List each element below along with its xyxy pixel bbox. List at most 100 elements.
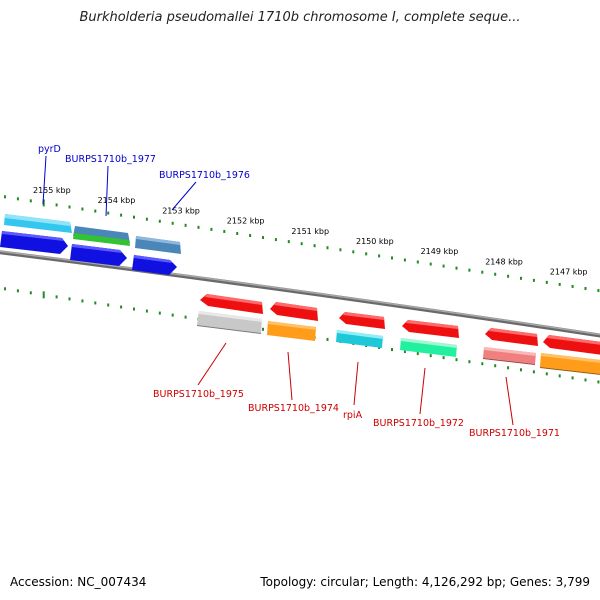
minor-tick [236, 231, 239, 235]
minor-tick [145, 309, 148, 313]
minor-tick [94, 209, 97, 213]
gene-label-pyrD: pyrD [38, 144, 61, 155]
minor-tick [571, 284, 574, 288]
minor-tick [326, 337, 329, 341]
map-title: Burkholderia pseudomallei 1710b chromoso… [79, 10, 521, 25]
minor-tick [133, 215, 135, 219]
minor-tick [133, 307, 135, 311]
minor-tick [442, 264, 445, 268]
minor-tick [81, 207, 84, 211]
scale-label: 2154 kbp [98, 196, 136, 205]
gene-burps1710b-1977[interactable] [73, 226, 130, 246]
gene-rpiA[interactable] [336, 330, 383, 348]
minor-tick [158, 219, 161, 223]
minor-tick [145, 217, 148, 221]
cds-arrow-burps1710b-1976[interactable] [132, 255, 177, 275]
minor-tick [210, 227, 213, 231]
minor-tick [262, 236, 264, 240]
minor-tick [184, 315, 187, 319]
minor-tick [55, 295, 58, 299]
gene-burps1710b-1972[interactable] [400, 338, 457, 357]
minor-tick [29, 199, 32, 203]
minor-tick [429, 262, 432, 266]
minor-tick [584, 378, 587, 382]
cds-arrow-burps1710b-1975[interactable] [200, 294, 263, 314]
gene-offscreen[interactable] [540, 353, 600, 376]
scale-label: 2150 kbp [356, 237, 394, 246]
cds-arrow-burps1710b-1971[interactable] [485, 328, 538, 346]
gene-burps1710b-1974[interactable] [267, 321, 316, 341]
minor-tick [597, 380, 600, 384]
gene-burps1710b-1976[interactable] [135, 236, 181, 254]
minor-tick [339, 248, 342, 252]
minor-tick [120, 213, 123, 217]
scale-label: 2148 kbp [485, 257, 523, 266]
cds-arrow-offscreen[interactable] [543, 335, 600, 356]
minor-tick [107, 211, 110, 215]
minor-tick [558, 374, 561, 378]
minor-tick [274, 238, 277, 242]
accession-text: Accession: NC_007434 [10, 575, 147, 589]
gene-label-burps1710b-1976: BURPS1710b_1976 [159, 170, 250, 181]
minor-tick [16, 197, 19, 201]
minor-tick [68, 205, 71, 209]
minor-tick [197, 225, 200, 229]
minor-tick [81, 299, 84, 303]
minor-tick [4, 195, 6, 199]
gene-pyrD[interactable] [4, 214, 72, 233]
minor-tick [4, 287, 6, 291]
minor-tick [532, 370, 535, 374]
gene-label-burps1710b-1971: BURPS1710b_1971 [469, 428, 560, 439]
minor-tick [545, 280, 548, 284]
gene-burps1710b-1975[interactable] [197, 311, 262, 334]
minor-tick [507, 366, 510, 370]
minor-tick [249, 234, 252, 238]
minor-tick [494, 364, 497, 368]
minor-tick [29, 291, 32, 295]
minor-tick [391, 348, 393, 352]
minor-tick [120, 305, 123, 309]
minor-tick [378, 254, 381, 258]
minor-tick [68, 297, 71, 301]
cds-arrow-burps1710b-1974[interactable] [270, 302, 318, 321]
minor-tick [481, 270, 484, 274]
minor-tick [468, 268, 471, 272]
minor-tick [455, 266, 458, 270]
minor-tick [365, 252, 368, 256]
gene-burps1710b-1971[interactable] [483, 347, 536, 365]
scale-labels: 2155 kbp 2154 kbp 2153 kbp 2152 kbp 2151 kbp… [33, 186, 588, 277]
reverse-callouts: BURPS1710b_1975 BURPS1710b_1974 rpiA BUR… [153, 342, 560, 439]
scale-label: 2155 kbp [33, 186, 71, 195]
cds-arrow-pyrD[interactable] [0, 231, 68, 254]
minor-tick [184, 223, 187, 227]
scale-label: 2149 kbp [421, 247, 459, 256]
minor-tick [520, 276, 522, 280]
forward-features [0, 214, 181, 275]
minor-tick [16, 289, 19, 293]
minor-tick [442, 356, 445, 360]
minor-tick [532, 278, 535, 282]
minor-tick [223, 229, 226, 233]
scale-label: 2147 kbp [550, 268, 588, 277]
minor-tick [416, 352, 419, 356]
gene-label-burps1710b-1972: BURPS1710b_1972 [373, 418, 464, 429]
scale-label: 2151 kbp [291, 227, 329, 236]
minor-tick [429, 354, 432, 358]
minor-tick [352, 250, 355, 254]
major-tick [42, 291, 45, 299]
cds-arrow-burps1710b-1977[interactable] [70, 244, 127, 266]
minor-tick [313, 244, 316, 248]
minor-tick [597, 289, 600, 293]
cds-arrow-burps1710b-1972[interactable] [402, 320, 459, 338]
gene-label-burps1710b-1977: BURPS1710b_1977 [65, 154, 156, 165]
minor-tick [507, 274, 510, 278]
minor-tick [571, 376, 574, 380]
minor-tick [391, 256, 393, 260]
minor-tick [94, 301, 97, 305]
scale-label: 2153 kbp [162, 206, 200, 215]
minor-tick [107, 303, 110, 307]
minor-tick [326, 246, 329, 250]
cds-arrow-rpiA[interactable] [339, 312, 385, 329]
minor-tick [55, 203, 58, 207]
minor-tick [558, 282, 561, 286]
